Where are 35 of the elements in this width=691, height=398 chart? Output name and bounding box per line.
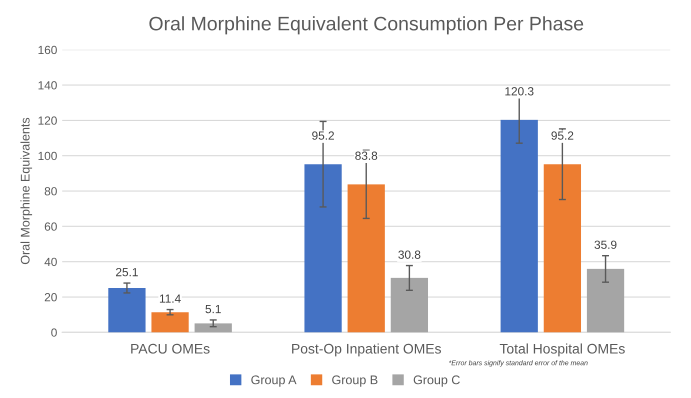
legend-label: Group A	[251, 375, 297, 387]
data-label: 95.2	[312, 131, 334, 140]
bar	[348, 184, 385, 332]
x-tick-label: PACU OMEs	[131, 344, 210, 354]
y-tick-label: 100	[38, 152, 57, 160]
x-tick-label: Post-Op Inpatient OMEs	[292, 343, 441, 356]
bar	[390, 278, 428, 332]
bar	[304, 164, 342, 332]
bar	[194, 323, 232, 332]
data-label: 5.1	[205, 304, 221, 314]
y-tick-label: 120	[38, 116, 57, 125]
data-label: 30.8	[398, 250, 420, 259]
bar	[151, 312, 189, 332]
data-label: 83.8	[355, 152, 378, 160]
y-tick-label: 60	[44, 222, 57, 231]
data-label: 120.3	[505, 87, 534, 96]
y-tick-label: 80	[44, 187, 57, 196]
y-tick-label: 160	[38, 46, 57, 54]
y-tick-label: 0	[51, 328, 57, 337]
chart-title: Oral Morphine Equivalent Consumption Per Phase	[149, 16, 584, 34]
data-label: 35.9	[594, 240, 616, 249]
bar	[500, 120, 538, 332]
y-tick-label: 140	[38, 81, 57, 90]
y-axis-title: Oral Morphine Equivalents	[20, 118, 32, 264]
x-tick-label: Total Hospital OMEs	[500, 343, 625, 356]
bar	[544, 164, 582, 332]
data-label: 11.4	[160, 294, 181, 303]
data-label: 95.2	[551, 131, 574, 140]
data-label: 25.1	[116, 268, 138, 276]
bar	[586, 268, 624, 332]
bar	[108, 288, 146, 332]
legend-label: Group B	[332, 375, 378, 387]
y-tick-label: 20	[44, 293, 57, 302]
legend-label: Group C	[414, 375, 460, 387]
y-tick-label: 40	[44, 258, 57, 266]
